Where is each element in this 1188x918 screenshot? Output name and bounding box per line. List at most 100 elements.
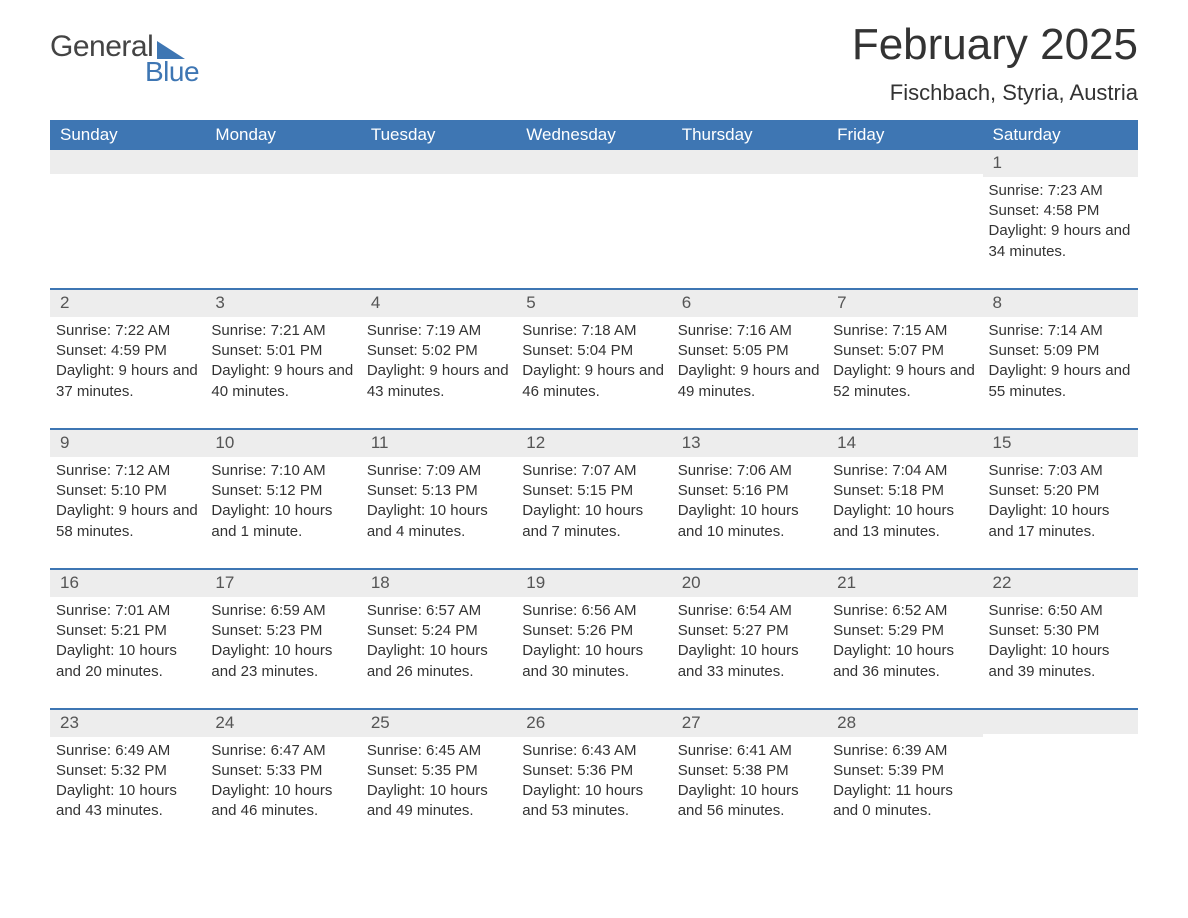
day-number [983, 710, 1138, 734]
sunrise-text: Sunrise: 6:59 AM [211, 601, 354, 621]
day-number: 1 [983, 150, 1138, 177]
daylight-text: Daylight: 9 hours and 58 minutes. [56, 501, 199, 542]
calendar-week: 16Sunrise: 7:01 AMSunset: 5:21 PMDayligh… [50, 568, 1138, 688]
day-header: Friday [827, 120, 982, 150]
sunrise-text: Sunrise: 6:54 AM [678, 601, 821, 621]
calendar-cell: 22Sunrise: 6:50 AMSunset: 5:30 PMDayligh… [983, 570, 1138, 688]
day-number: 24 [205, 710, 360, 737]
sunset-text: Sunset: 5:21 PM [56, 621, 199, 641]
sunset-text: Sunset: 5:38 PM [678, 761, 821, 781]
daylight-text: Daylight: 10 hours and 56 minutes. [678, 781, 821, 822]
sunrise-text: Sunrise: 6:50 AM [989, 601, 1132, 621]
calendar-week: 23Sunrise: 6:49 AMSunset: 5:32 PMDayligh… [50, 708, 1138, 828]
calendar-cell: 7Sunrise: 7:15 AMSunset: 5:07 PMDaylight… [827, 290, 982, 408]
calendar-cell: 3Sunrise: 7:21 AMSunset: 5:01 PMDaylight… [205, 290, 360, 408]
day-number [50, 150, 205, 174]
calendar-cell: 28Sunrise: 6:39 AMSunset: 5:39 PMDayligh… [827, 710, 982, 828]
sunrise-text: Sunrise: 6:52 AM [833, 601, 976, 621]
sunset-text: Sunset: 5:33 PM [211, 761, 354, 781]
calendar-cell [516, 150, 671, 268]
sunrise-text: Sunrise: 7:22 AM [56, 321, 199, 341]
sunset-text: Sunset: 5:01 PM [211, 341, 354, 361]
calendar-cell [983, 710, 1138, 828]
sunset-text: Sunset: 5:07 PM [833, 341, 976, 361]
day-header: Thursday [672, 120, 827, 150]
calendar-cell: 20Sunrise: 6:54 AMSunset: 5:27 PMDayligh… [672, 570, 827, 688]
sunrise-text: Sunrise: 6:41 AM [678, 741, 821, 761]
sunset-text: Sunset: 5:24 PM [367, 621, 510, 641]
location-text: Fischbach, Styria, Austria [852, 80, 1138, 106]
day-number: 4 [361, 290, 516, 317]
sunset-text: Sunset: 5:04 PM [522, 341, 665, 361]
calendar-cell: 6Sunrise: 7:16 AMSunset: 5:05 PMDaylight… [672, 290, 827, 408]
daylight-text: Daylight: 10 hours and 20 minutes. [56, 641, 199, 682]
calendar-cell [672, 150, 827, 268]
sunrise-text: Sunrise: 6:39 AM [833, 741, 976, 761]
day-header: Sunday [50, 120, 205, 150]
logo-text-general: General [50, 30, 153, 64]
calendar-cell: 23Sunrise: 6:49 AMSunset: 5:32 PMDayligh… [50, 710, 205, 828]
sunrise-text: Sunrise: 6:47 AM [211, 741, 354, 761]
page-header: General Blue February 2025 Fischbach, St… [50, 20, 1138, 106]
sunrise-text: Sunrise: 7:19 AM [367, 321, 510, 341]
sunset-text: Sunset: 5:26 PM [522, 621, 665, 641]
sunset-text: Sunset: 5:09 PM [989, 341, 1132, 361]
day-number: 18 [361, 570, 516, 597]
day-number: 22 [983, 570, 1138, 597]
sunset-text: Sunset: 4:58 PM [989, 201, 1132, 221]
day-number [205, 150, 360, 174]
sunrise-text: Sunrise: 6:49 AM [56, 741, 199, 761]
calendar-cell [361, 150, 516, 268]
calendar-cell: 26Sunrise: 6:43 AMSunset: 5:36 PMDayligh… [516, 710, 671, 828]
daylight-text: Daylight: 9 hours and 55 minutes. [989, 361, 1132, 402]
day-number: 13 [672, 430, 827, 457]
calendar-cell: 9Sunrise: 7:12 AMSunset: 5:10 PMDaylight… [50, 430, 205, 548]
daylight-text: Daylight: 10 hours and 13 minutes. [833, 501, 976, 542]
calendar-cell: 5Sunrise: 7:18 AMSunset: 5:04 PMDaylight… [516, 290, 671, 408]
calendar-cell: 19Sunrise: 6:56 AMSunset: 5:26 PMDayligh… [516, 570, 671, 688]
sunset-text: Sunset: 5:16 PM [678, 481, 821, 501]
calendar: Sunday Monday Tuesday Wednesday Thursday… [50, 120, 1138, 828]
sunrise-text: Sunrise: 7:12 AM [56, 461, 199, 481]
daylight-text: Daylight: 10 hours and 53 minutes. [522, 781, 665, 822]
day-number: 11 [361, 430, 516, 457]
sunrise-text: Sunrise: 7:18 AM [522, 321, 665, 341]
calendar-cell: 4Sunrise: 7:19 AMSunset: 5:02 PMDaylight… [361, 290, 516, 408]
daylight-text: Daylight: 10 hours and 49 minutes. [367, 781, 510, 822]
sunrise-text: Sunrise: 6:45 AM [367, 741, 510, 761]
day-number: 26 [516, 710, 671, 737]
calendar-cell: 11Sunrise: 7:09 AMSunset: 5:13 PMDayligh… [361, 430, 516, 548]
day-number: 28 [827, 710, 982, 737]
day-number: 27 [672, 710, 827, 737]
calendar-week: 9Sunrise: 7:12 AMSunset: 5:10 PMDaylight… [50, 428, 1138, 548]
calendar-cell: 27 Sunrise: 6:41 AMSunset: 5:38 PMDayligh… [672, 710, 827, 828]
sunset-text: Sunset: 5:02 PM [367, 341, 510, 361]
daylight-text: Daylight: 9 hours and 34 minutes. [989, 221, 1132, 262]
sunset-text: Sunset: 5:32 PM [56, 761, 199, 781]
sunset-text: Sunset: 5:12 PM [211, 481, 354, 501]
calendar-cell: 15Sunrise: 7:03 AMSunset: 5:20 PMDayligh… [983, 430, 1138, 548]
sunrise-text: Sunrise: 7:14 AM [989, 321, 1132, 341]
day-number: 9 [50, 430, 205, 457]
daylight-text: Daylight: 10 hours and 10 minutes. [678, 501, 821, 542]
sunrise-text: Sunrise: 7:03 AM [989, 461, 1132, 481]
sunrise-text: Sunrise: 7:01 AM [56, 601, 199, 621]
sunset-text: Sunset: 5:36 PM [522, 761, 665, 781]
day-number: 3 [205, 290, 360, 317]
calendar-cell: 25Sunrise: 6:45 AMSunset: 5:35 PMDayligh… [361, 710, 516, 828]
day-number: 25 [361, 710, 516, 737]
day-number [672, 150, 827, 174]
daylight-text: Daylight: 10 hours and 46 minutes. [211, 781, 354, 822]
calendar-cell: 1Sunrise: 7:23 AMSunset: 4:58 PMDaylight… [983, 150, 1138, 268]
day-header: Tuesday [361, 120, 516, 150]
daylight-text: Daylight: 10 hours and 17 minutes. [989, 501, 1132, 542]
daylight-text: Daylight: 10 hours and 30 minutes. [522, 641, 665, 682]
daylight-text: Daylight: 10 hours and 36 minutes. [833, 641, 976, 682]
calendar-cell: 10Sunrise: 7:10 AMSunset: 5:12 PMDayligh… [205, 430, 360, 548]
daylight-text: Daylight: 10 hours and 7 minutes. [522, 501, 665, 542]
sunrise-text: Sunrise: 7:16 AM [678, 321, 821, 341]
calendar-cell: 14Sunrise: 7:04 AMSunset: 5:18 PMDayligh… [827, 430, 982, 548]
title-block: February 2025 Fischbach, Styria, Austria [852, 20, 1138, 106]
calendar-cell: 13Sunrise: 7:06 AMSunset: 5:16 PMDayligh… [672, 430, 827, 548]
day-header: Wednesday [516, 120, 671, 150]
